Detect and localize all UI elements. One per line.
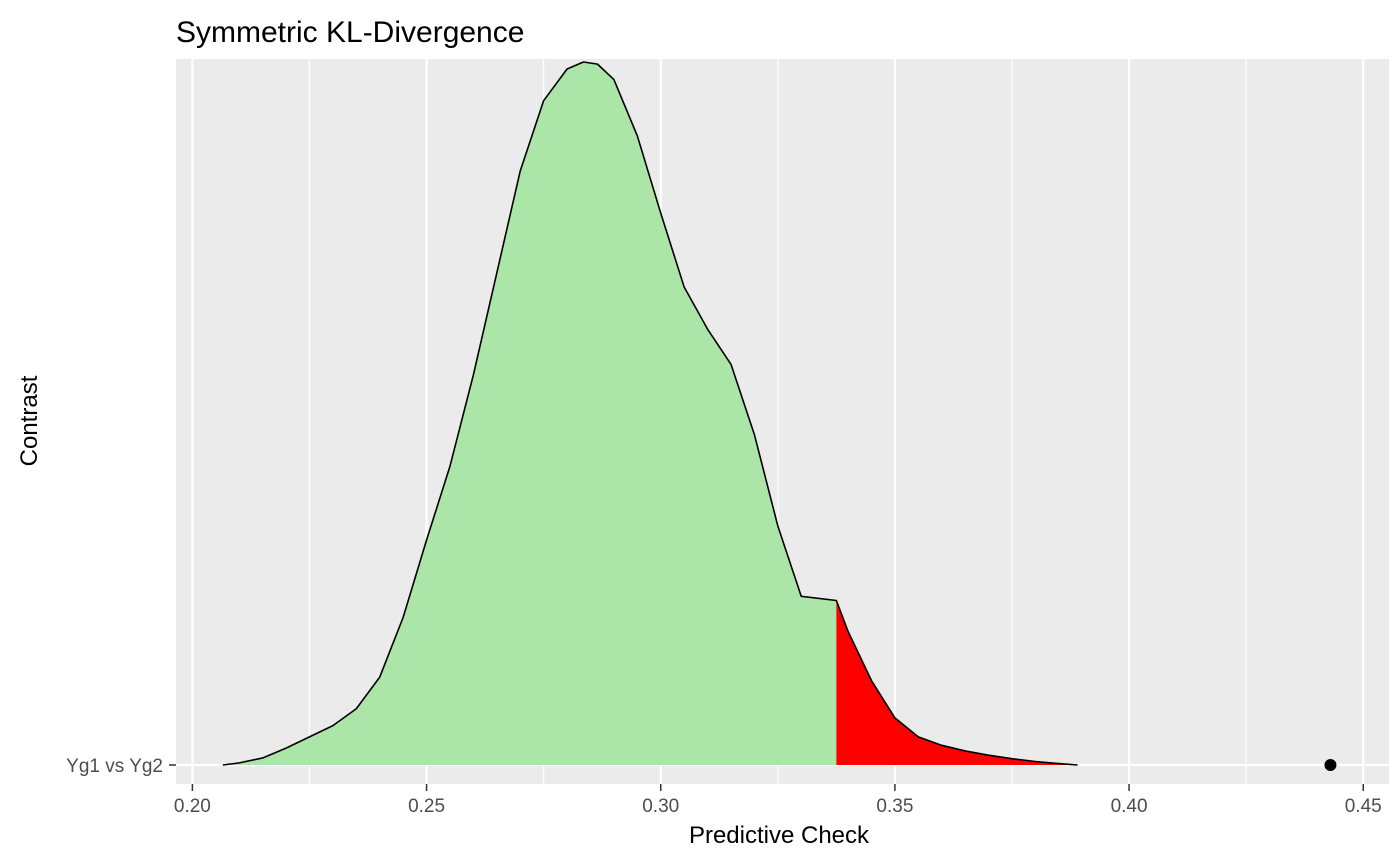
x-axis-title: Predictive Check bbox=[689, 822, 870, 849]
x-axis: 0.20 0.25 0.30 0.35 0.40 0.45 bbox=[174, 784, 1382, 817]
chart-title: Symmetric KL-Divergence bbox=[176, 16, 524, 49]
density-outline bbox=[222, 61, 1078, 766]
observed-point-layer bbox=[1324, 759, 1337, 771]
y-axis: Yg1 vs Yg2 bbox=[66, 756, 176, 777]
density-area bbox=[222, 62, 837, 765]
tail-area bbox=[836, 600, 1078, 765]
y-axis-title: Contrast bbox=[16, 375, 43, 466]
x-tick-label: 0.45 bbox=[1345, 796, 1382, 817]
y-tick-label: Yg1 vs Yg2 bbox=[66, 756, 163, 777]
observed-point bbox=[1324, 759, 1337, 771]
x-tick-label: 0.25 bbox=[408, 796, 445, 817]
grid-lines bbox=[176, 59, 1389, 784]
x-tick-label: 0.30 bbox=[642, 796, 679, 817]
density-layer bbox=[222, 61, 1078, 766]
x-tick-label: 0.20 bbox=[174, 796, 211, 817]
x-tick-label: 0.35 bbox=[876, 796, 913, 817]
x-tick-label: 0.40 bbox=[1111, 796, 1148, 817]
